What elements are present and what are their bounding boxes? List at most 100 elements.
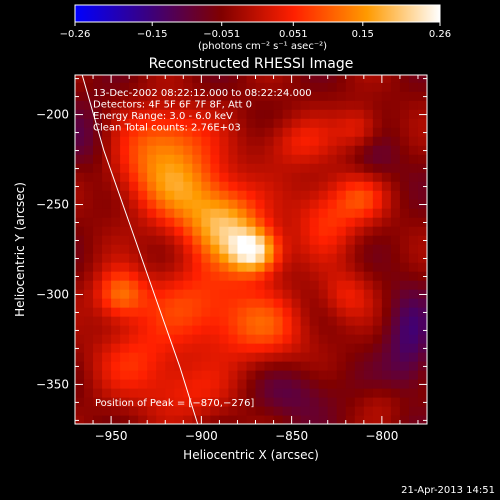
heatmap-cell xyxy=(201,172,211,182)
heatmap-cell xyxy=(300,163,311,173)
heatmap-cell xyxy=(111,289,121,299)
heatmap-cell xyxy=(309,217,320,227)
heatmap-cell xyxy=(102,289,112,299)
heatmap-cell xyxy=(111,172,121,182)
heatmap-cell xyxy=(246,334,257,344)
heatmap-cell xyxy=(210,181,221,191)
heatmap-cell xyxy=(291,361,302,371)
heatmap-cell xyxy=(165,307,175,317)
heatmap-cell xyxy=(174,118,184,128)
heatmap-cell xyxy=(417,352,427,362)
heatmap-cell xyxy=(111,190,121,200)
heatmap-cell xyxy=(174,235,184,245)
heatmap-cell xyxy=(327,172,338,182)
heatmap-cell xyxy=(408,298,419,308)
heatmap-cell xyxy=(93,388,103,398)
heatmap-cell xyxy=(93,415,103,424)
heatmap-cell xyxy=(246,154,257,164)
heatmap-cell xyxy=(201,334,211,344)
heatmap-cell xyxy=(138,145,148,155)
heatmap-cell xyxy=(156,316,166,326)
heatmap-cell xyxy=(363,118,374,128)
annotation-clean-counts: Clean Total counts: 2.76E+03 xyxy=(93,123,241,134)
heatmap-cell xyxy=(273,91,284,101)
heatmap-cell xyxy=(219,235,230,245)
heatmap-cell xyxy=(291,280,302,290)
heatmap-cell xyxy=(336,262,347,272)
heatmap-cell xyxy=(228,82,239,92)
heatmap-cell xyxy=(264,352,275,362)
heatmap-cell xyxy=(255,91,266,101)
heatmap-cell xyxy=(129,280,139,290)
heatmap-cell xyxy=(210,118,221,128)
heatmap-cell xyxy=(390,397,401,407)
heatmap-cell xyxy=(111,325,121,335)
heatmap-cell xyxy=(84,280,94,290)
heatmap-cell xyxy=(300,298,311,308)
heatmap-cell xyxy=(246,325,257,335)
heatmap-cell xyxy=(354,75,365,83)
heatmap-cell xyxy=(210,217,221,227)
heatmap-cell xyxy=(192,307,202,317)
heatmap-cell xyxy=(381,127,392,137)
heatmap-cell xyxy=(282,298,293,308)
heatmap-cell xyxy=(147,217,157,227)
heatmap-cell xyxy=(129,316,139,326)
heatmap-cell xyxy=(363,109,374,119)
heatmap-cell xyxy=(300,208,311,218)
heatmap-cell xyxy=(390,370,401,380)
heatmap-cell xyxy=(282,154,293,164)
heatmap-cell xyxy=(192,181,202,191)
heatmap-cell xyxy=(399,208,410,218)
heatmap-cell xyxy=(408,145,419,155)
heatmap-cell xyxy=(390,334,401,344)
heatmap-cell xyxy=(156,75,166,83)
heatmap-cell xyxy=(75,262,85,272)
heatmap-cell xyxy=(192,406,202,416)
heatmap-cell xyxy=(264,190,275,200)
heatmap-cell xyxy=(228,352,239,362)
heatmap-cell xyxy=(417,397,427,407)
heatmap-cell xyxy=(255,217,266,227)
heatmap-cell xyxy=(210,298,221,308)
heatmap-cell xyxy=(399,91,410,101)
heatmap-cell xyxy=(309,298,320,308)
heatmap-cell xyxy=(246,244,257,254)
heatmap-cell xyxy=(228,370,239,380)
heatmap-cell xyxy=(318,379,329,389)
heatmap-cell xyxy=(291,289,302,299)
heatmap-cell xyxy=(75,325,85,335)
heatmap-cell xyxy=(318,118,329,128)
heatmap-cell xyxy=(237,91,248,101)
heatmap-cell xyxy=(300,262,311,272)
heatmap-cell xyxy=(363,82,374,92)
heatmap-cell xyxy=(318,181,329,191)
heatmap-cell xyxy=(282,415,293,424)
heatmap-cell xyxy=(309,415,320,424)
heatmap-cell xyxy=(228,118,239,128)
heatmap-cell xyxy=(102,280,112,290)
heatmap-cell xyxy=(102,415,112,424)
heatmap-cell xyxy=(291,397,302,407)
heatmap-cell xyxy=(210,397,221,407)
heatmap-cell xyxy=(399,289,410,299)
heatmap-cell xyxy=(147,145,157,155)
heatmap-cell xyxy=(192,172,202,182)
heatmap-cell xyxy=(219,109,230,119)
heatmap-cell xyxy=(111,271,121,281)
heatmap-cell xyxy=(84,370,94,380)
heatmap-cell xyxy=(255,334,266,344)
heatmap-cell xyxy=(246,136,257,146)
heatmap-cell xyxy=(273,397,284,407)
heatmap-cell xyxy=(273,181,284,191)
heatmap-cell xyxy=(318,100,329,110)
chart-title: Reconstructed RHESSI Image xyxy=(149,56,354,72)
heatmap-cell xyxy=(138,397,148,407)
heatmap-cell xyxy=(165,370,175,380)
heatmap-cell xyxy=(309,199,320,209)
heatmap-cell xyxy=(336,118,347,128)
heatmap-cell xyxy=(210,307,221,317)
heatmap-cell xyxy=(183,370,193,380)
heatmap-cell xyxy=(300,307,311,317)
heatmap-cell xyxy=(318,325,329,335)
